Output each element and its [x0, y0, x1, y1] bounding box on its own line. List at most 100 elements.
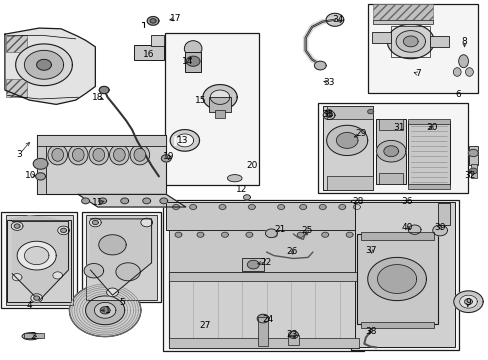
- Polygon shape: [58, 226, 69, 235]
- Text: 33: 33: [322, 77, 334, 86]
- Bar: [390, 26, 429, 57]
- Polygon shape: [336, 132, 357, 148]
- Polygon shape: [197, 232, 203, 237]
- Polygon shape: [377, 265, 416, 293]
- Bar: [326, 176, 372, 190]
- Text: 4: 4: [26, 301, 32, 310]
- Polygon shape: [33, 158, 48, 169]
- Text: 16: 16: [143, 50, 155, 59]
- Text: 31: 31: [392, 123, 404, 132]
- Bar: [7, 220, 71, 302]
- Polygon shape: [94, 302, 116, 318]
- Ellipse shape: [452, 68, 460, 76]
- Polygon shape: [10, 216, 68, 259]
- Bar: [372, 20, 432, 24]
- Bar: [37, 135, 166, 194]
- Polygon shape: [297, 232, 304, 237]
- Ellipse shape: [89, 145, 108, 165]
- Text: 10: 10: [25, 171, 37, 180]
- Polygon shape: [99, 198, 106, 204]
- Text: 8: 8: [461, 37, 467, 46]
- Ellipse shape: [113, 148, 125, 161]
- Polygon shape: [16, 44, 72, 86]
- Text: 25: 25: [300, 226, 312, 235]
- Text: 34: 34: [332, 15, 344, 24]
- Polygon shape: [176, 134, 193, 147]
- Polygon shape: [172, 204, 179, 210]
- Text: 20: 20: [245, 161, 257, 170]
- Polygon shape: [386, 24, 433, 59]
- Bar: [322, 106, 372, 190]
- Text: 9: 9: [465, 298, 470, 307]
- Bar: [470, 164, 476, 178]
- Polygon shape: [464, 299, 471, 305]
- Text: 23: 23: [286, 330, 298, 339]
- Polygon shape: [383, 146, 398, 157]
- Text: 7: 7: [414, 69, 420, 78]
- Bar: [6, 79, 27, 97]
- Polygon shape: [31, 294, 42, 302]
- Ellipse shape: [48, 145, 67, 165]
- Text: 14: 14: [181, 57, 193, 66]
- Polygon shape: [210, 90, 229, 104]
- Bar: [134, 45, 163, 60]
- Bar: [85, 215, 157, 300]
- Text: 39: 39: [433, 223, 445, 232]
- Polygon shape: [12, 274, 22, 281]
- Bar: [168, 272, 359, 348]
- Polygon shape: [367, 109, 373, 114]
- Polygon shape: [288, 331, 298, 338]
- Bar: [37, 135, 46, 194]
- Text: 32: 32: [464, 171, 475, 180]
- Polygon shape: [69, 284, 141, 337]
- Polygon shape: [245, 232, 252, 237]
- Polygon shape: [203, 85, 237, 110]
- Polygon shape: [99, 86, 109, 94]
- Polygon shape: [81, 198, 89, 204]
- Text: 13: 13: [177, 136, 188, 145]
- Bar: [407, 121, 449, 185]
- Polygon shape: [319, 204, 325, 210]
- Bar: [184, 52, 201, 72]
- Polygon shape: [257, 314, 268, 323]
- Polygon shape: [403, 36, 417, 47]
- Bar: [168, 230, 359, 272]
- Bar: [258, 317, 267, 346]
- Ellipse shape: [93, 148, 104, 161]
- Polygon shape: [14, 224, 20, 228]
- Polygon shape: [367, 257, 426, 301]
- Polygon shape: [243, 195, 250, 200]
- Text: 27: 27: [199, 321, 211, 330]
- Polygon shape: [459, 295, 476, 308]
- Bar: [360, 322, 433, 328]
- Polygon shape: [346, 232, 352, 237]
- Text: 26: 26: [286, 247, 298, 256]
- Polygon shape: [395, 31, 425, 52]
- Bar: [372, 4, 432, 20]
- Polygon shape: [116, 263, 140, 281]
- Polygon shape: [17, 241, 56, 270]
- Bar: [317, 103, 468, 193]
- Polygon shape: [175, 232, 182, 237]
- Bar: [429, 36, 448, 47]
- Text: 2: 2: [30, 332, 36, 341]
- Text: 21: 21: [274, 225, 285, 234]
- Polygon shape: [325, 113, 331, 117]
- Polygon shape: [277, 204, 284, 210]
- Bar: [379, 119, 402, 130]
- Polygon shape: [92, 220, 98, 225]
- Bar: [360, 232, 433, 240]
- Polygon shape: [34, 296, 40, 300]
- Ellipse shape: [130, 145, 149, 165]
- Bar: [168, 338, 359, 348]
- Bar: [375, 119, 405, 184]
- Bar: [163, 200, 364, 351]
- Text: 12: 12: [236, 185, 247, 194]
- Polygon shape: [121, 198, 128, 204]
- Bar: [356, 234, 437, 324]
- Polygon shape: [53, 272, 62, 279]
- Polygon shape: [78, 194, 185, 207]
- Polygon shape: [321, 232, 328, 237]
- Ellipse shape: [458, 55, 468, 68]
- Ellipse shape: [184, 41, 202, 57]
